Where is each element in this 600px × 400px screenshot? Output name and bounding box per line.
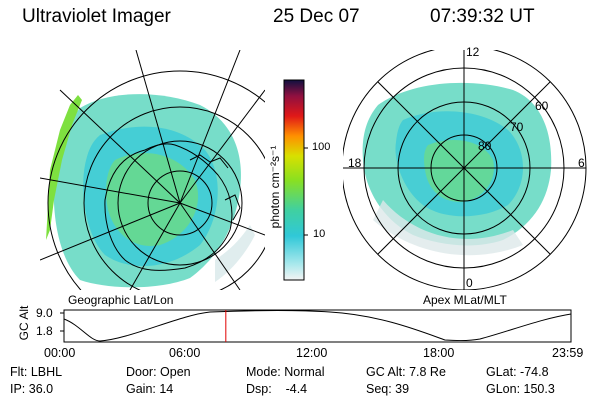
- latitude-grid: [47, 70, 265, 290]
- time-tick-0600: 06:00: [169, 346, 201, 360]
- glat-info: GLat: -74.8: [486, 365, 549, 379]
- ip-info: IP: 36.0: [10, 382, 54, 396]
- altitude-ytick-9: 9.0: [36, 306, 53, 320]
- mlat-label-70: 70: [510, 120, 524, 134]
- colorbar: [283, 79, 308, 281]
- time-tick-1200: 12:00: [296, 346, 328, 360]
- time-tick-1800: 18:00: [423, 346, 455, 360]
- colorbar-tick-10: 10: [313, 228, 326, 240]
- mlt-label-0: 0: [466, 276, 473, 290]
- gain-info: Gain: 14: [126, 382, 174, 396]
- colorbar-gradient: [283, 79, 305, 281]
- altitude-strip-plot: [60, 309, 572, 343]
- altitude-ytick-1-8: 1.8: [36, 324, 53, 338]
- time-label: 07:39:32 UT: [430, 6, 535, 27]
- mlt-label-18: 18: [348, 156, 362, 170]
- time-tick-0000: 00:00: [44, 346, 76, 360]
- mlat-label-80: 80: [478, 139, 492, 153]
- date-label: 25 Dec 07: [273, 6, 360, 27]
- apex-caption: Apex MLat/MLT: [423, 293, 507, 307]
- mlt-label-6: 6: [578, 156, 585, 170]
- colorbar-unit-label: photon cm⁻²s⁻¹: [268, 145, 282, 229]
- altitude-curve: [63, 310, 572, 342]
- colorbar-tick-100: 100: [312, 141, 331, 153]
- geographic-caption: Geographic Lat/Lon: [68, 293, 174, 307]
- polar-grid-spokes: [343, 50, 586, 290]
- door-info: Door: Open: [126, 365, 191, 379]
- altitude-plot-frame: [63, 309, 572, 343]
- mlat-label-60: 60: [535, 99, 549, 113]
- time-tick-2359: 23:59: [552, 346, 584, 360]
- mode-info: Mode: Normal: [246, 365, 325, 379]
- seq-info: Seq: 39: [366, 382, 410, 396]
- coastline: [104, 143, 233, 271]
- dsp-info: Dsp: -4.4: [246, 382, 308, 396]
- mlt-label-12: 12: [466, 45, 480, 59]
- filter-info: Flt: LBHL: [10, 365, 63, 379]
- geographic-map-panel: [40, 50, 265, 290]
- mlat-mlt-polar-panel: [343, 50, 587, 290]
- instrument-title: Ultraviolet Imager: [22, 6, 171, 27]
- glon-info: GLon: 150.3: [486, 382, 555, 396]
- altitude-axis-label: GC Alt: [17, 305, 31, 341]
- gc-alt-info: GC Alt: 7.8 Re: [366, 365, 446, 379]
- longitude-grid: [40, 50, 265, 290]
